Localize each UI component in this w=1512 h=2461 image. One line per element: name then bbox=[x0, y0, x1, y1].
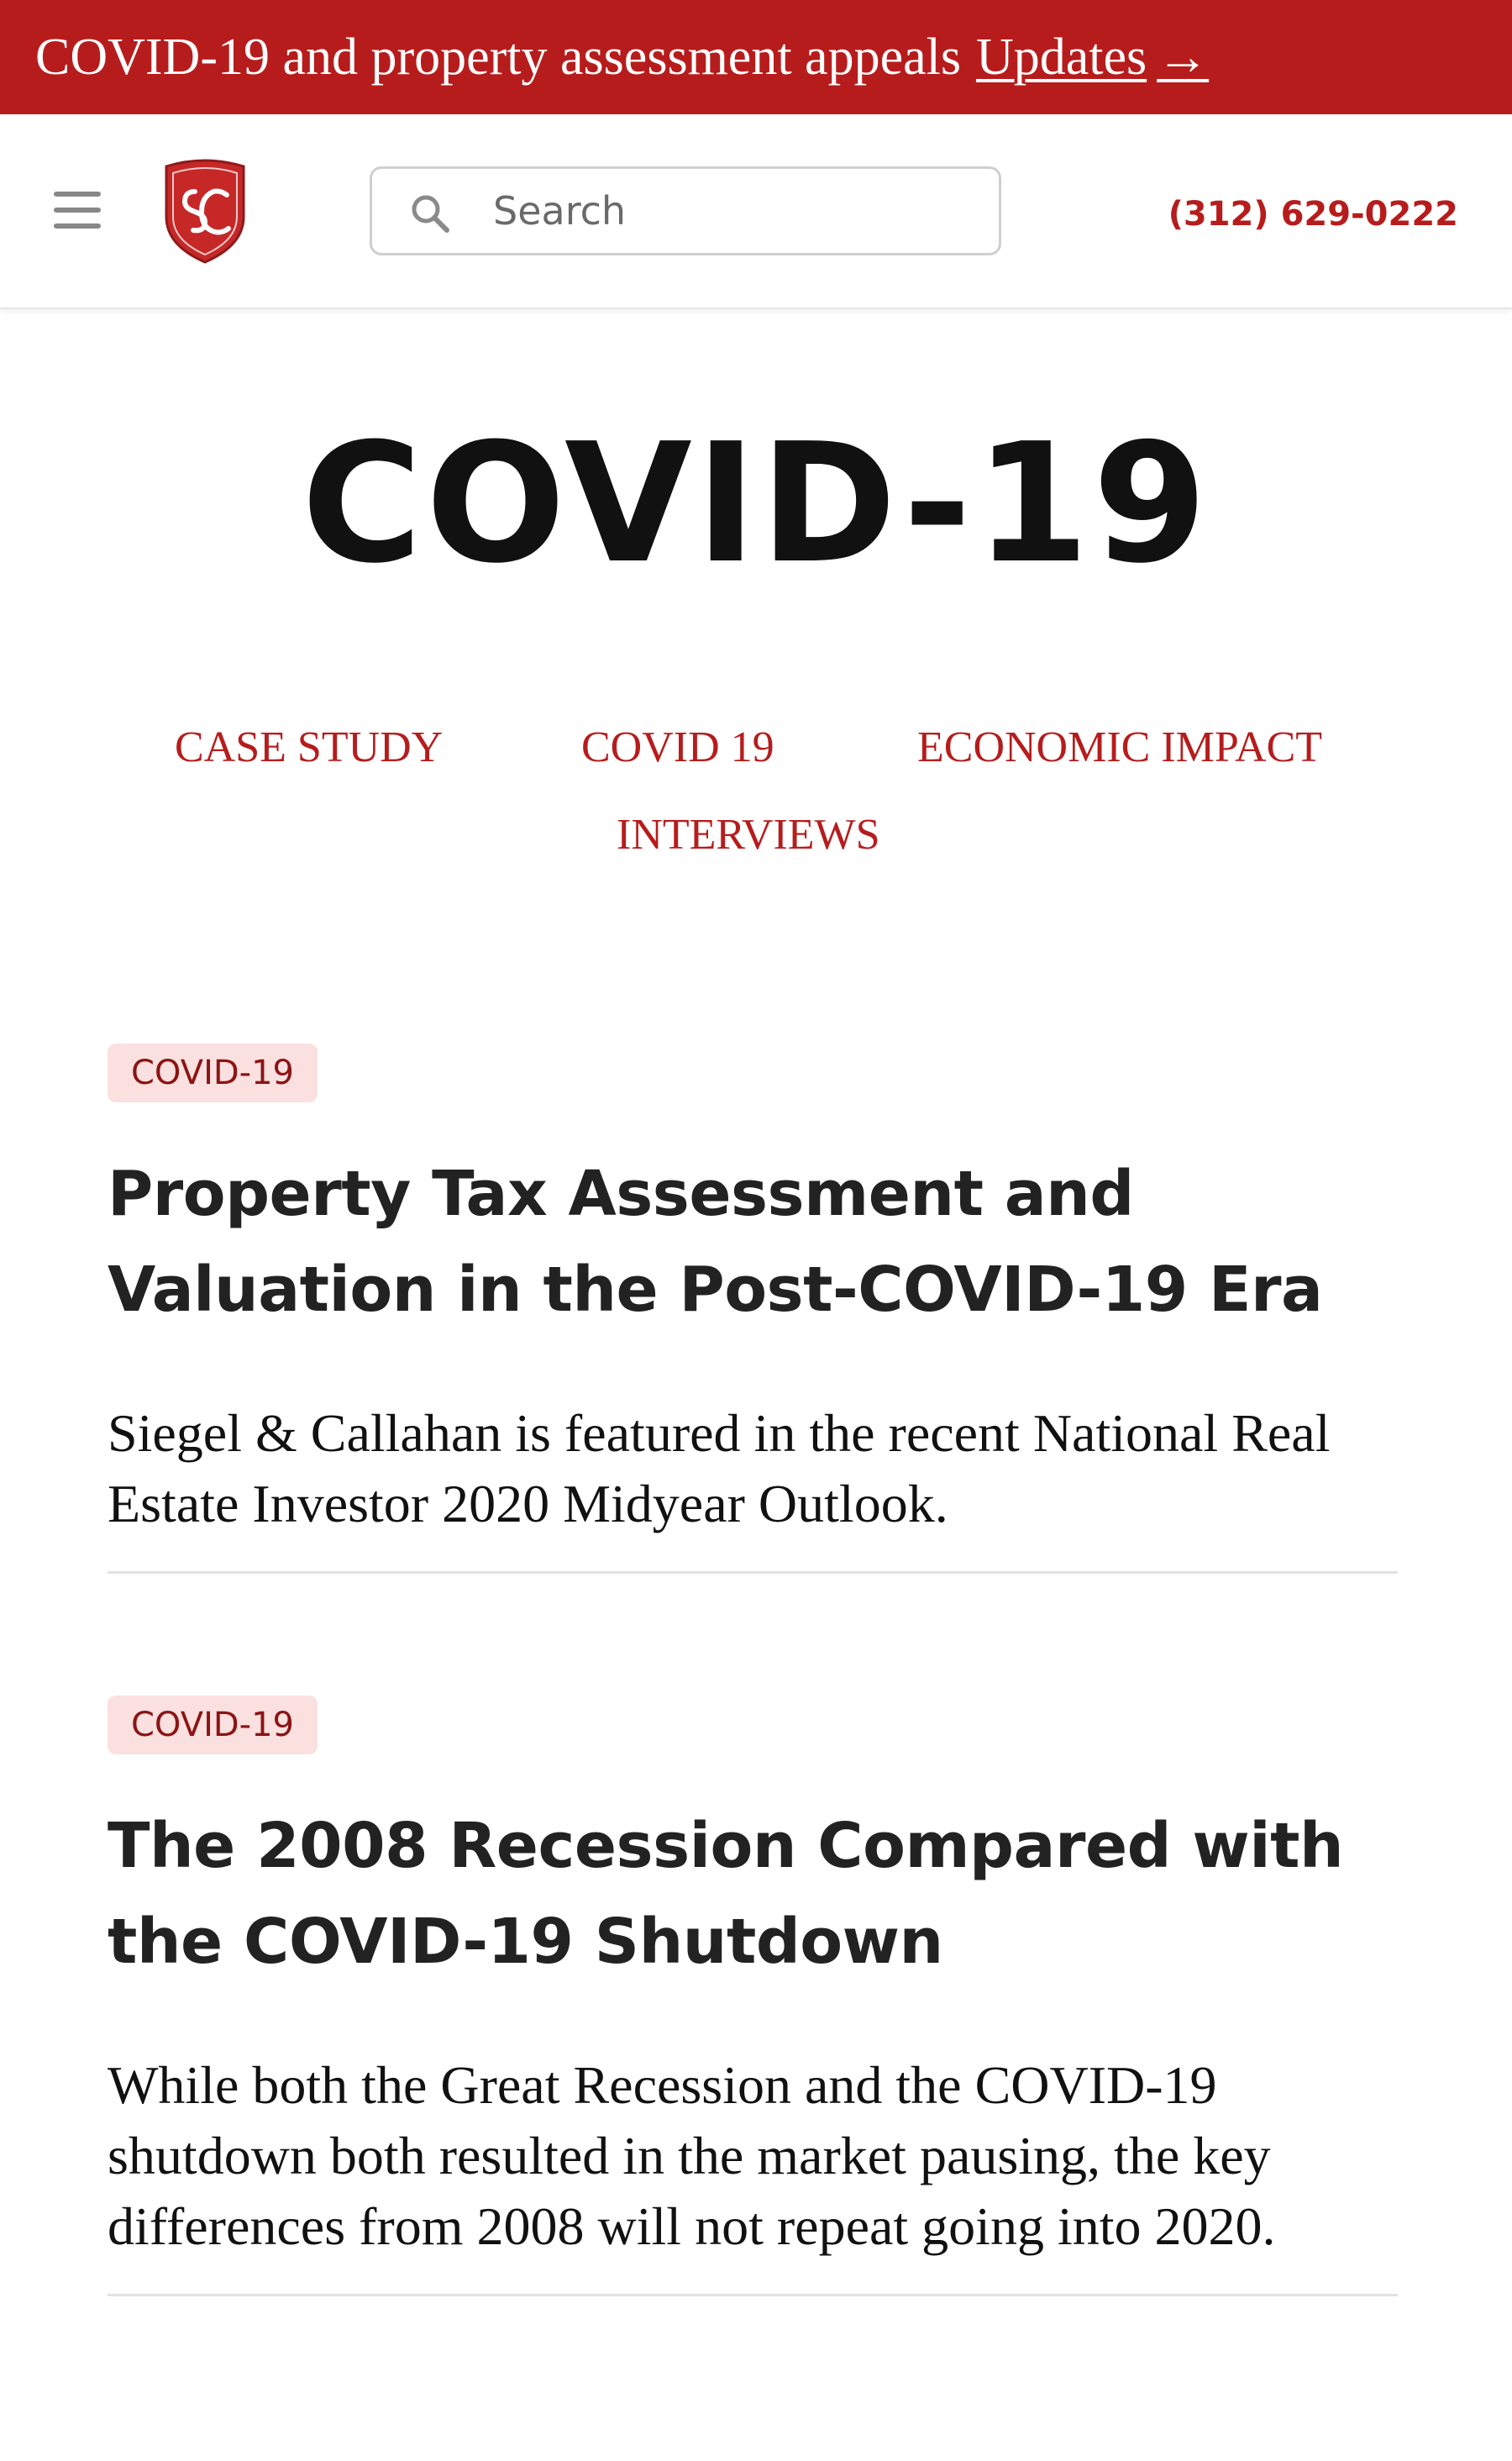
article-title-link[interactable]: Property Tax Assessment and Valuation in… bbox=[108, 1158, 1323, 1326]
arrow-right-icon: → bbox=[1157, 28, 1210, 86]
hamburger-menu-icon[interactable] bbox=[54, 192, 101, 229]
category-badge[interactable]: COVID-19 bbox=[108, 1044, 318, 1102]
category-link-covid-19[interactable]: COVID 19 bbox=[581, 723, 774, 771]
search-input[interactable] bbox=[493, 177, 997, 245]
category-link-interviews[interactable]: INTERVIEWS bbox=[617, 811, 880, 859]
phone-link[interactable]: (312) 629-0222 bbox=[1168, 195, 1458, 234]
article-excerpt: While both the Great Recession and the C… bbox=[108, 2055, 1276, 2256]
announcement-text: COVID-19 and property assessment appeals bbox=[35, 28, 961, 86]
article-card: COVID-19 The 2008 Recession Compared wit… bbox=[108, 1696, 1398, 2296]
article-excerpt: Siegel & Callahan is featured in the rec… bbox=[108, 1403, 1331, 1533]
search-box[interactable] bbox=[370, 166, 1001, 255]
category-nav: CASE STUDY COVID 19 ECONOMIC IMPACT INTE… bbox=[0, 723, 1512, 891]
page-title: COVID-19 bbox=[301, 408, 1211, 600]
site-header: (312) 629-0222 bbox=[0, 114, 1512, 309]
announcement-link-label: Updates bbox=[975, 28, 1147, 86]
announcement-updates-link[interactable]: Updates → bbox=[976, 28, 1209, 87]
category-link-case-study[interactable]: CASE STUDY bbox=[175, 723, 444, 771]
site-logo[interactable] bbox=[161, 158, 249, 266]
article-divider bbox=[108, 2294, 1398, 2296]
category-link-economic-impact[interactable]: ECONOMIC IMPACT bbox=[917, 723, 1323, 771]
announcement-bar: COVID-19 and property assessment appeals… bbox=[0, 0, 1512, 114]
article-divider bbox=[108, 1571, 1398, 1574]
search-icon bbox=[412, 195, 449, 233]
article-card: COVID-19 Property Tax Assessment and Val… bbox=[108, 1044, 1398, 1574]
category-badge[interactable]: COVID-19 bbox=[108, 1696, 318, 1754]
article-title-link[interactable]: The 2008 Recession Compared with the COV… bbox=[108, 1810, 1344, 1978]
